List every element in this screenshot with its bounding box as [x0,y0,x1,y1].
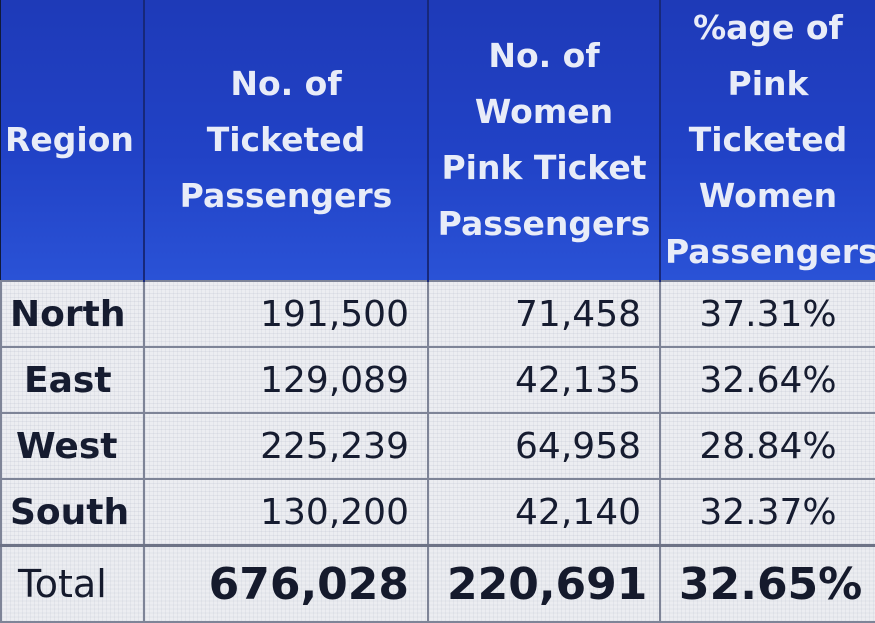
header-pink-line-1: No. of Women [474,36,614,132]
cell-total-pink: 220,691 [427,544,661,623]
table-row-west: West 225,239 64,958 28.84% [0,412,875,481]
cell-ticketed: 129,089 [143,346,429,415]
header-region-line-1: Region [5,120,134,160]
header-pct-line-1: %age of Pink [693,8,843,104]
cell-pink: 42,135 [427,346,661,415]
header-pct-line-4: Passengers [665,232,875,272]
header-pink-ticket-passengers: No. of Women Pink Ticket Passengers [428,0,661,282]
cell-ticketed: 130,200 [143,478,429,547]
cell-ticketed: 225,239 [143,412,429,481]
header-pct-line-2: Ticketed [688,120,848,160]
header-ticketed-line-1: No. of Ticketed [206,64,366,160]
cell-ticketed: 191,500 [143,280,429,349]
cell-total-ticketed: 676,028 [143,544,429,623]
cell-pink: 71,458 [427,280,661,349]
header-row: Region No. of Ticketed Passengers No. of… [1,0,875,282]
table-row-north: North 191,500 71,458 37.31% [0,280,875,349]
cell-pct: 32.37% [659,478,875,547]
cell-region: North [0,280,145,349]
header-pink-line-2: Pink Ticket [441,148,647,188]
cell-region: South [0,478,145,547]
table-row-total: Total 676,028 220,691 32.65% [0,544,875,623]
header-region: Region [1,0,145,282]
table-row-east: East 129,089 42,135 32.64% [0,346,875,415]
header-ticketed-passengers: No. of Ticketed Passengers [144,0,429,282]
header-pink-line-3: Passengers [437,204,651,244]
cell-region: West [0,412,145,481]
header-pct-line-3: Women [698,176,838,216]
cell-pct: 32.64% [659,346,875,415]
header-ticketed-line-2: Passengers [179,176,393,216]
cell-total-pct: 32.65% [659,544,875,623]
cell-pink: 42,140 [427,478,661,547]
cell-pct: 37.31% [659,280,875,349]
header-pink-percentage: %age of Pink Ticketed Women Passengers [660,0,875,282]
cell-region: East [0,346,145,415]
cell-total-label: Total [0,544,145,623]
cell-pink: 64,958 [427,412,661,481]
table-row-south: South 130,200 42,140 32.37% [0,478,875,547]
cell-pct: 28.84% [659,412,875,481]
